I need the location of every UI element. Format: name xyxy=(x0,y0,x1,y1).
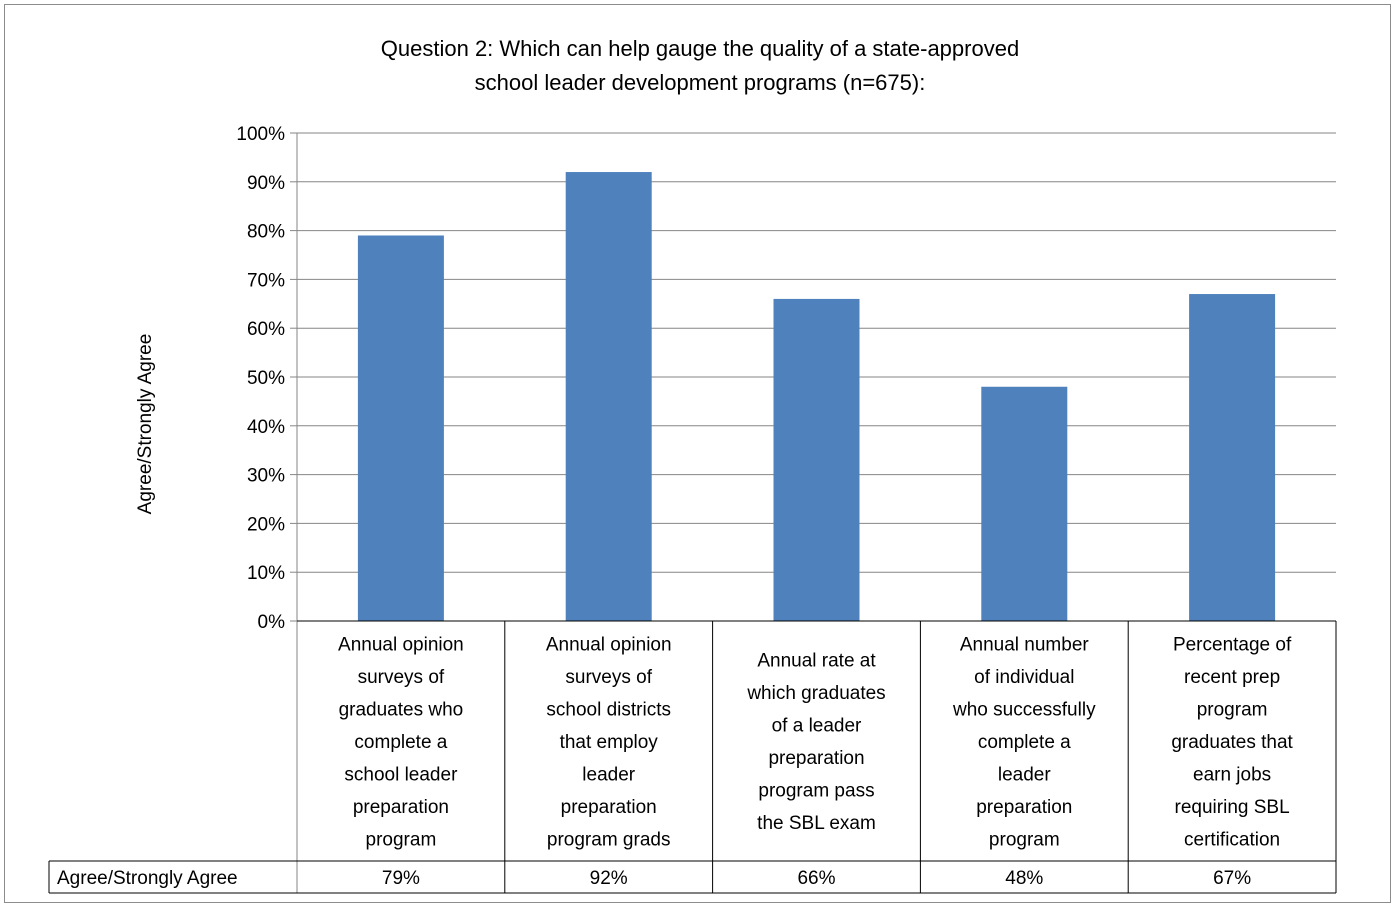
category-label-line: preparation xyxy=(561,797,657,818)
category-label-line: Annual opinion xyxy=(338,634,464,655)
category-label-line: recent prep xyxy=(1184,667,1280,688)
chart-title: Question 2: Which can help gauge the qua… xyxy=(381,36,1019,95)
category-label-line: school leader xyxy=(344,764,458,785)
category-label-line: who successfully xyxy=(952,699,1096,720)
bar xyxy=(981,386,1068,621)
category-label-line: surveys of xyxy=(565,667,652,688)
category-label-line: Percentage of xyxy=(1173,634,1292,655)
category-label-line: graduates that xyxy=(1171,732,1293,753)
category-label: Annual rate at which graduates of a leader… xyxy=(746,651,885,835)
table-value-cell: 92% xyxy=(590,868,628,889)
table-value-cell: 79% xyxy=(382,868,420,889)
table-value-cell: 67% xyxy=(1213,868,1251,889)
y-tick-label: 30% xyxy=(247,466,285,487)
bars xyxy=(357,172,1276,622)
bar xyxy=(357,235,444,622)
category-label: Annual opinion surveys of graduates who com… xyxy=(338,634,464,850)
category-label-line: preparation xyxy=(353,797,449,818)
category-label-line: program xyxy=(1197,699,1268,720)
y-tick-label: 10% xyxy=(247,563,285,584)
y-tick-label: 100% xyxy=(236,124,285,145)
category-label-line: program xyxy=(989,829,1060,850)
y-tick-labels: 0% 10% 20% 30% 40% 50% 60% 70% 80% 90% 100% xyxy=(236,124,285,633)
y-tick-label: 90% xyxy=(247,173,285,194)
category-label-line: preparation xyxy=(768,748,864,769)
category-label-line: certification xyxy=(1184,829,1280,850)
category-label-line: program xyxy=(366,829,437,850)
category-label: Annual number of individual who successful… xyxy=(952,634,1096,850)
chart-title-line-1: Question 2: Which can help gauge the qua… xyxy=(381,36,1019,61)
category-label-line: surveys of xyxy=(358,667,445,688)
y-tick-label: 40% xyxy=(247,417,285,438)
table-value-cell: 48% xyxy=(1005,868,1043,889)
category-label-line: leader xyxy=(998,764,1051,785)
y-tick-label: 0% xyxy=(258,612,286,633)
category-label-line: preparation xyxy=(976,797,1072,818)
y-tick-label: 70% xyxy=(247,270,285,291)
category-label-line: requiring SBL xyxy=(1175,797,1290,818)
category-label-line: complete a xyxy=(354,732,447,753)
category-label-line: school districts xyxy=(546,699,671,720)
chart-title-line-2: school leader development programs (n=67… xyxy=(475,70,926,95)
category-label-line: of a leader xyxy=(772,716,862,737)
category-label: Annual opinion surveys of school districts… xyxy=(546,634,672,850)
bar xyxy=(565,172,652,622)
y-tick-label: 60% xyxy=(247,319,285,340)
chart-frame xyxy=(4,4,1391,903)
category-label-line: program grads xyxy=(547,829,671,850)
y-tick-label: 80% xyxy=(247,222,285,243)
category-label-line: Annual opinion xyxy=(546,634,672,655)
category-label-line: which graduates xyxy=(746,683,885,704)
category-label-line: Annual rate at xyxy=(757,651,876,672)
y-axis-label: Agree/Strongly Agree xyxy=(135,334,156,515)
category-label-line: leader xyxy=(582,764,635,785)
category-labels: Annual opinion surveys of graduates who com… xyxy=(338,634,1294,850)
category-label-line: Annual number xyxy=(960,634,1090,655)
bar xyxy=(1189,294,1276,621)
category-label-line: that employ xyxy=(560,732,659,753)
y-tick-label: 50% xyxy=(247,368,285,389)
data-table: Agree/Strongly Agree 79% 92% 66% 48% 67% xyxy=(48,620,1337,894)
category-label-line: complete a xyxy=(978,732,1071,753)
category-label-line: graduates who xyxy=(339,699,464,720)
category-label-line: the SBL exam xyxy=(757,813,876,834)
category-label-line: program pass xyxy=(758,781,874,802)
category-label-line: earn jobs xyxy=(1193,764,1271,785)
category-label-line: of individual xyxy=(974,667,1074,688)
table-value-cell: 66% xyxy=(797,868,835,889)
table-row-header: Agree/Strongly Agree xyxy=(57,868,238,889)
bar xyxy=(773,298,860,621)
category-label: Percentage of recent prep program graduates… xyxy=(1171,634,1293,850)
y-tick-label: 20% xyxy=(247,514,285,535)
